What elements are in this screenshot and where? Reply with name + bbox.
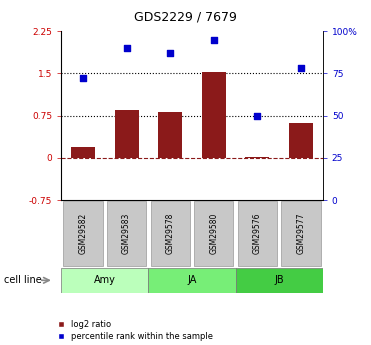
Text: GSM29583: GSM29583 [122,213,131,254]
Text: GSM29578: GSM29578 [166,213,175,254]
Text: GSM29582: GSM29582 [79,213,88,254]
Bar [245,157,269,158]
FancyBboxPatch shape [236,268,323,293]
Bar [202,72,226,158]
Point [298,66,304,71]
Bar [115,110,139,158]
FancyBboxPatch shape [281,201,321,266]
FancyBboxPatch shape [107,201,146,266]
Bar [71,147,95,158]
Text: JA: JA [187,275,197,285]
Bar [289,123,313,158]
Point [80,76,86,81]
FancyBboxPatch shape [194,201,233,266]
Point [124,45,129,51]
Text: cell line: cell line [4,275,42,285]
Text: GDS2229 / 7679: GDS2229 / 7679 [134,10,237,23]
FancyBboxPatch shape [151,201,190,266]
FancyBboxPatch shape [61,268,148,293]
Bar [158,112,182,158]
FancyBboxPatch shape [238,201,277,266]
Point [255,113,260,118]
Point [167,50,173,56]
Point [211,37,217,42]
Text: JB: JB [275,275,284,285]
FancyBboxPatch shape [63,201,103,266]
Text: Amy: Amy [94,275,116,285]
Text: GSM29580: GSM29580 [209,213,218,254]
Legend: log2 ratio, percentile rank within the sample: log2 ratio, percentile rank within the s… [58,321,213,341]
FancyBboxPatch shape [148,268,236,293]
Text: GSM29576: GSM29576 [253,213,262,255]
Text: GSM29577: GSM29577 [296,213,305,255]
